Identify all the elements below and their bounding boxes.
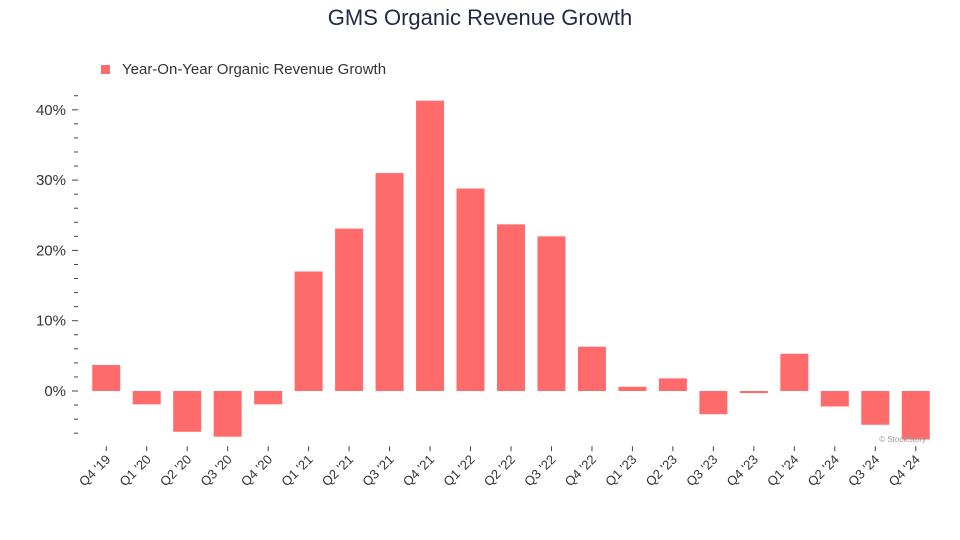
y-tick-label: 20%	[36, 242, 66, 259]
bar	[416, 100, 445, 391]
legend-swatch	[101, 65, 110, 74]
bar	[456, 188, 485, 391]
x-tick-label: Q3 '24	[845, 452, 882, 489]
bar	[901, 391, 930, 440]
x-tick-label: Q2 '20	[157, 452, 194, 489]
bar	[537, 236, 566, 391]
bar	[780, 353, 809, 391]
x-tick-label: Q1 '22	[440, 452, 477, 489]
bar	[577, 346, 606, 391]
bar	[375, 173, 404, 391]
x-tick-label: Q2 '24	[805, 452, 842, 489]
x-tick-label: Q3 '20	[197, 452, 234, 489]
bar	[132, 391, 161, 405]
bar	[335, 228, 364, 391]
x-tick-label: Q4 '22	[562, 452, 599, 489]
x-tick-label: Q1 '21	[278, 452, 315, 489]
y-tick-label: 30%	[36, 172, 66, 189]
y-tick-label: 40%	[36, 102, 66, 119]
bar	[254, 391, 283, 405]
x-tick-label: Q4 '21	[400, 452, 437, 489]
x-tick-label: Q4 '19	[76, 452, 113, 489]
bar	[213, 391, 242, 437]
x-tick-label: Q1 '20	[116, 452, 153, 489]
watermark: © StockStory	[879, 435, 926, 444]
bar	[861, 391, 890, 425]
x-tick-label: Q3 '22	[521, 452, 558, 489]
bar	[294, 271, 323, 391]
bar	[92, 364, 121, 391]
x-tick-label: Q3 '23	[683, 452, 720, 489]
x-tick-label: Q3 '21	[359, 452, 396, 489]
x-tick-label: Q1 '24	[764, 452, 801, 489]
x-tick-label: Q2 '22	[481, 452, 518, 489]
legend-label: Year-On-Year Organic Revenue Growth	[122, 61, 386, 78]
y-tick-label: 10%	[36, 313, 66, 330]
bar	[658, 378, 687, 391]
bar	[497, 224, 525, 391]
chart-title: GMS Organic Revenue Growth	[328, 5, 632, 30]
x-axis: Q4 '19 Q1 '20 Q2 '20 Q3 '20 Q4 '20 Q1 '21 Q2 '…	[76, 446, 923, 489]
bar	[699, 391, 728, 415]
bar	[618, 386, 647, 391]
bar	[173, 391, 202, 432]
bar	[739, 391, 768, 394]
x-tick-label: Q4 '24	[885, 452, 922, 489]
bar	[820, 391, 849, 407]
legend: Year-On-Year Organic Revenue Growth	[101, 61, 386, 78]
bars	[92, 100, 930, 440]
x-tick-label: Q2 '23	[643, 452, 680, 489]
y-axis: 0% 10% 20% 30% 40%	[36, 95, 78, 434]
x-tick-label: Q1 '23	[602, 452, 639, 489]
x-tick-label: Q2 '21	[319, 452, 356, 489]
x-tick-label: Q4 '23	[724, 452, 761, 489]
y-tick-label: 0%	[44, 383, 66, 400]
x-tick-label: Q4 '20	[238, 452, 275, 489]
